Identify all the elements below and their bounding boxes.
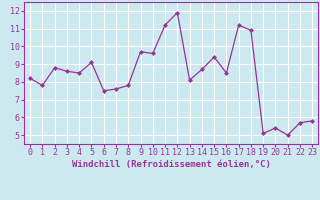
X-axis label: Windchill (Refroidissement éolien,°C): Windchill (Refroidissement éolien,°C)	[72, 160, 271, 169]
